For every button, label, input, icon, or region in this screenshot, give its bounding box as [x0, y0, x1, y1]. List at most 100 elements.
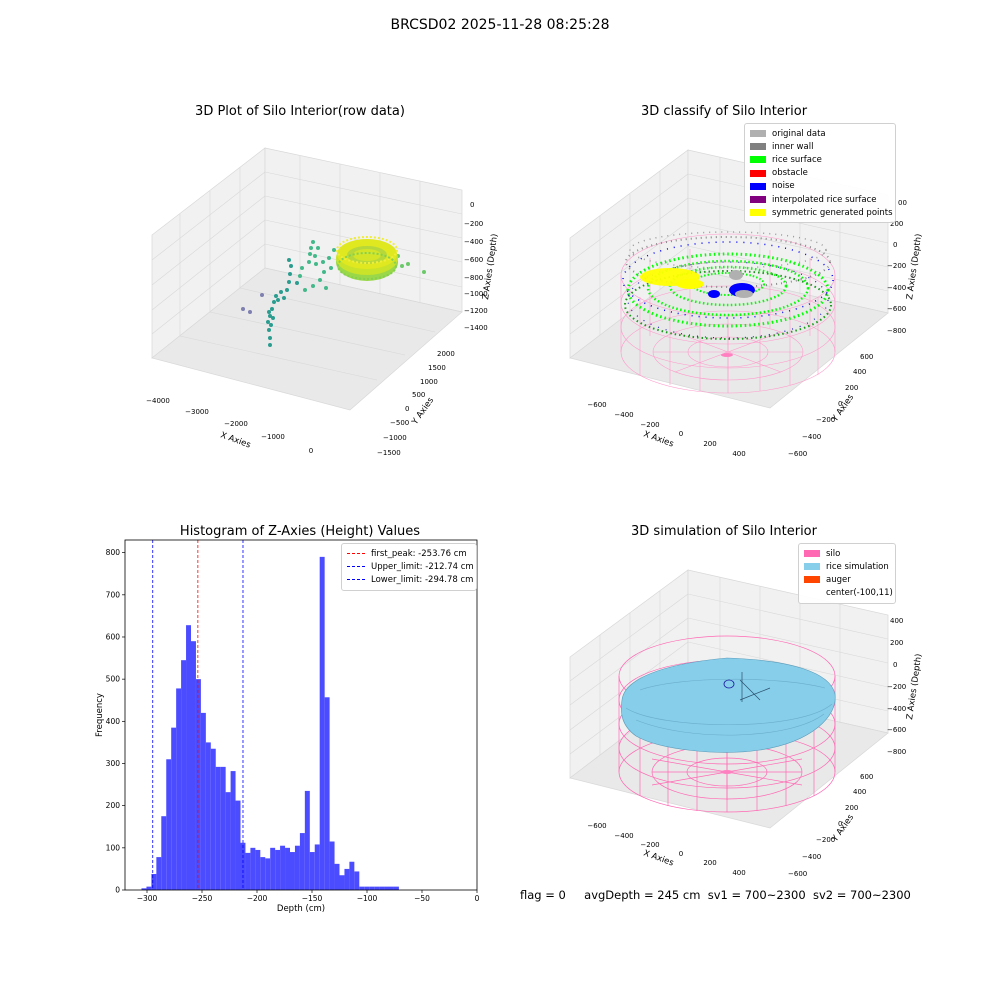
panel1-ztick: −1200 [464, 307, 488, 315]
histogram-bar [275, 849, 281, 890]
histogram-bar [270, 847, 276, 890]
histogram-bar [210, 748, 216, 890]
panel1-ytick: 1500 [428, 364, 446, 372]
panel2-xtick: −400 [614, 411, 633, 419]
histogram-bar [191, 641, 196, 890]
legend-label: interpolated rice surface [772, 194, 877, 205]
histogram-bar [181, 660, 187, 890]
histogram-bar [389, 886, 394, 890]
panel4-xtick: 0 [679, 850, 683, 858]
histogram-ytick-label: 600 [106, 632, 121, 641]
panel4-ytick: 0 [838, 820, 842, 828]
histogram-ylabel: Frequency [95, 693, 105, 737]
histogram-bar [250, 847, 256, 890]
legend-label: noise [772, 181, 795, 192]
panel2-xlabel: X Axies [642, 429, 675, 449]
panel4-xtick: −200 [640, 841, 659, 849]
histogram-xtick-label: −250 [192, 894, 213, 903]
panel4-ytick: 400 [853, 788, 866, 796]
panel2-xtick: 200 [703, 440, 716, 448]
legend-item-rice-simulation: rice simulation [804, 560, 890, 573]
histogram-bar [220, 766, 226, 890]
panel1-ztick: −1400 [464, 324, 488, 332]
panel1-xtick: −3000 [185, 408, 209, 416]
histogram-xtick-label: 0 [475, 894, 480, 903]
histogram-bar [235, 800, 241, 890]
histogram-ytick-label: 800 [106, 548, 121, 557]
panel2-xtick: −600 [587, 401, 606, 409]
panel3-title: Histogram of Z-Axies (Height) Values [179, 524, 421, 539]
legend-item-silo: silo [804, 547, 890, 560]
legend-swatch [750, 156, 766, 164]
histogram-bar [215, 766, 221, 890]
panel4-ztick: 0 [893, 661, 897, 669]
legend-swatch [750, 169, 766, 177]
histogram-bar [200, 712, 206, 890]
panel1-ztick: −400 [464, 238, 483, 246]
histogram-bar [369, 886, 375, 890]
histogram-bar [309, 852, 315, 890]
histogram-xtick-label: −300 [137, 894, 158, 903]
legend-item-lower-limit: Lower_limit: -294.78 cm [347, 573, 473, 586]
panel4-title: 3D simulation of Silo Interior [631, 524, 817, 539]
panel2-ztick: 200 [890, 220, 903, 228]
legend-swatch [750, 196, 766, 204]
legend-label: silo [826, 548, 841, 559]
panel2-ztick: −800 [887, 327, 906, 335]
legend-label: inner wall [772, 141, 814, 152]
histogram-frame [124, 539, 478, 891]
histogram-ytick-label: 400 [106, 717, 121, 726]
panel1-ztick: −800 [464, 274, 483, 282]
histogram-bar [294, 845, 300, 890]
legend-item-upper-limit: Upper_limit: -212.74 cm [347, 560, 474, 573]
panel1-ztick: 0 [470, 201, 474, 209]
panel4-ztick: −400 [887, 705, 906, 713]
histogram-xtick-label: −200 [247, 894, 268, 903]
panel1-ring [336, 236, 398, 281]
panel1-ytick: −500 [390, 419, 409, 427]
histogram-ytick-label: 500 [106, 675, 121, 684]
histogram-bar [339, 875, 345, 890]
histogram-xtick-label: −50 [414, 894, 430, 903]
panel2-xtick: 400 [732, 450, 745, 458]
panel4-ztick: 200 [890, 639, 903, 647]
panel4-xtick: −600 [587, 822, 606, 830]
histogram-vlines [152, 540, 244, 890]
legend-label: auger [826, 574, 851, 585]
histogram-bars [141, 556, 399, 890]
panel2-ytick: 200 [845, 384, 858, 392]
panel1-ytick: 1000 [420, 378, 438, 386]
histogram-bar [205, 742, 211, 890]
legend-swatch [804, 590, 820, 597]
histogram-bar [156, 857, 162, 890]
histogram-bar [359, 886, 365, 890]
panel4-xtick: 200 [703, 859, 716, 867]
panel4-ztick: −800 [887, 748, 906, 756]
legend-label: Upper_limit: -212.74 cm [371, 561, 474, 572]
panel1-ytick: −1000 [383, 434, 407, 442]
panel4-ylabel: Y Axies [830, 812, 857, 844]
panel1-title: 3D Plot of Silo Interior(row data) [195, 104, 405, 119]
panel2-ytick: 0 [838, 400, 842, 408]
histogram-bar [255, 849, 261, 890]
panel4-ytick: −200 [816, 836, 835, 844]
histogram-bar [344, 868, 350, 890]
histogram-bar [141, 888, 147, 890]
panel2-ztick: −200 [887, 262, 906, 270]
panel4-ztick: −600 [887, 726, 906, 734]
histogram-xtick-label: −100 [357, 894, 378, 903]
flag-value: flag = 0 [520, 888, 566, 902]
panel2-ytick: −200 [816, 416, 835, 424]
panel1-xlabel: X Axies [219, 430, 252, 450]
histogram-bar [324, 697, 330, 890]
histogram-xtick-label: −150 [302, 894, 323, 903]
legend-item-rice-surface: rice surface [750, 153, 890, 166]
legend-line [347, 553, 365, 555]
histogram-bar [195, 679, 201, 890]
legend-swatch [804, 563, 820, 571]
panel4-3d-plot: −600 −400 −200 0 200 400 −600 −400 −200 … [569, 569, 924, 878]
histogram-bar [334, 863, 340, 890]
legend-swatch [750, 209, 766, 217]
histogram-ytick-label: 100 [106, 843, 121, 852]
panel4-ytick: 200 [845, 804, 858, 812]
